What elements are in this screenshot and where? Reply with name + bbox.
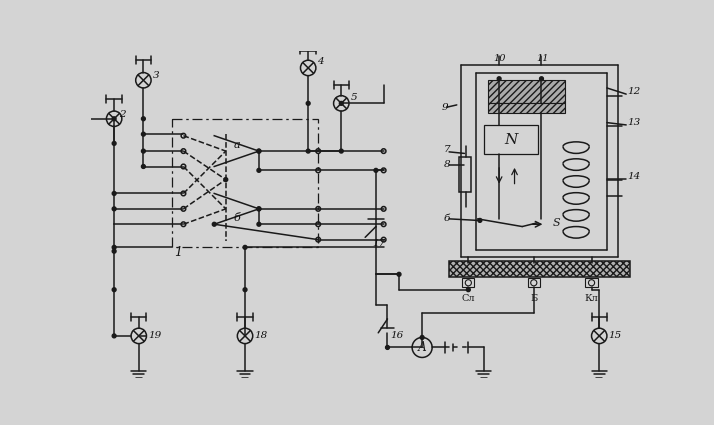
Bar (484, 125, 538, 154)
Text: 11: 11 (536, 54, 548, 63)
Circle shape (141, 164, 146, 168)
Bar (462, 278, 475, 287)
Text: Сл: Сл (461, 294, 475, 303)
Circle shape (112, 207, 116, 211)
Circle shape (257, 207, 261, 211)
Circle shape (112, 142, 116, 145)
Circle shape (306, 102, 310, 105)
Circle shape (112, 334, 116, 338)
Circle shape (112, 192, 116, 196)
Circle shape (257, 222, 261, 226)
Text: 1: 1 (174, 246, 182, 259)
Bar (585, 278, 598, 287)
Text: 9: 9 (441, 103, 448, 112)
Text: 18: 18 (254, 332, 268, 340)
Circle shape (212, 222, 216, 226)
Bar (488, 80, 565, 103)
Text: a: a (233, 140, 240, 150)
Text: 13: 13 (628, 118, 641, 127)
Circle shape (421, 335, 424, 340)
Text: 2: 2 (119, 110, 126, 119)
Circle shape (112, 249, 116, 253)
Circle shape (339, 149, 343, 153)
Text: 4: 4 (318, 57, 324, 66)
Text: б: б (233, 213, 240, 223)
Text: S: S (553, 218, 560, 228)
Circle shape (397, 272, 401, 276)
Text: 5: 5 (351, 93, 357, 102)
Circle shape (466, 288, 471, 292)
Bar (449, 261, 630, 277)
Text: N: N (504, 133, 518, 147)
Text: Кл: Кл (585, 294, 598, 303)
Circle shape (497, 77, 501, 81)
Bar (488, 103, 565, 113)
Circle shape (141, 132, 146, 136)
Text: Б: Б (531, 294, 538, 303)
Text: 8: 8 (443, 161, 451, 170)
Text: 16: 16 (391, 332, 404, 340)
Circle shape (257, 207, 261, 211)
Text: 12: 12 (628, 87, 641, 96)
Text: 19: 19 (148, 332, 161, 340)
Circle shape (478, 218, 482, 222)
Circle shape (257, 149, 261, 153)
Circle shape (386, 346, 389, 349)
Circle shape (224, 178, 228, 181)
Circle shape (257, 149, 261, 153)
Text: 10: 10 (494, 54, 506, 63)
Text: 3: 3 (153, 71, 159, 80)
Circle shape (243, 245, 247, 249)
Circle shape (306, 149, 310, 153)
Circle shape (540, 77, 543, 81)
Bar (528, 278, 540, 287)
Bar (459, 157, 471, 192)
Circle shape (374, 168, 378, 172)
Text: 17: 17 (372, 239, 386, 248)
Circle shape (141, 149, 146, 153)
Circle shape (339, 102, 343, 105)
Text: А: А (418, 341, 426, 354)
Text: 15: 15 (608, 332, 622, 340)
Circle shape (112, 117, 116, 121)
Text: б: б (443, 214, 450, 224)
Text: 14: 14 (628, 172, 641, 181)
Circle shape (243, 288, 247, 292)
Text: 7: 7 (443, 145, 451, 154)
Bar (172, 119, 318, 247)
Circle shape (112, 245, 116, 249)
Circle shape (141, 117, 146, 121)
Circle shape (112, 288, 116, 292)
Circle shape (257, 168, 261, 172)
